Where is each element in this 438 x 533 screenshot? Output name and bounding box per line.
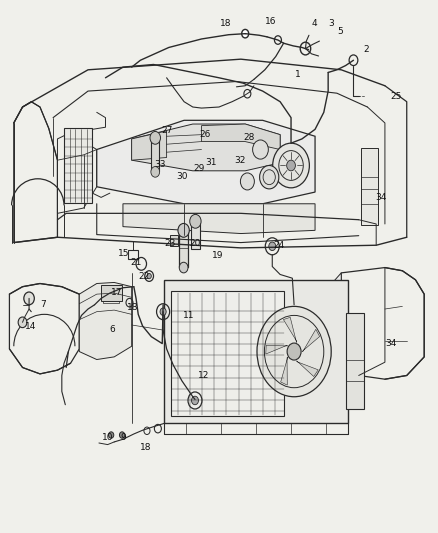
- Text: 22: 22: [138, 272, 149, 280]
- Text: 1: 1: [295, 70, 300, 78]
- Text: 3: 3: [329, 19, 335, 28]
- Bar: [179, 232, 188, 266]
- Text: 33: 33: [154, 160, 166, 169]
- Text: 18: 18: [127, 303, 138, 312]
- Polygon shape: [132, 131, 166, 160]
- Polygon shape: [281, 357, 288, 385]
- Bar: [361, 148, 378, 225]
- Text: 16: 16: [265, 18, 276, 27]
- Text: 34: 34: [386, 339, 397, 348]
- Bar: [151, 139, 159, 171]
- Text: 5: 5: [338, 27, 343, 36]
- Text: 29: 29: [194, 164, 205, 173]
- Text: 14: 14: [25, 321, 36, 330]
- Circle shape: [287, 343, 301, 360]
- Polygon shape: [123, 204, 315, 233]
- Text: 4: 4: [311, 19, 317, 28]
- Circle shape: [257, 306, 331, 397]
- Circle shape: [273, 143, 309, 188]
- Bar: [171, 292, 285, 416]
- Text: 23: 23: [164, 239, 176, 248]
- Circle shape: [147, 273, 151, 279]
- Bar: [64, 128, 92, 203]
- Circle shape: [242, 29, 249, 38]
- Circle shape: [109, 432, 114, 438]
- Circle shape: [190, 214, 201, 228]
- Text: 6: 6: [109, 325, 115, 334]
- Circle shape: [150, 132, 160, 144]
- Bar: [346, 313, 364, 409]
- Text: 34: 34: [375, 193, 386, 202]
- Polygon shape: [302, 329, 320, 352]
- Circle shape: [18, 317, 27, 328]
- Text: 17: 17: [111, 287, 122, 296]
- Circle shape: [269, 242, 276, 251]
- Text: 31: 31: [205, 158, 217, 167]
- Text: 11: 11: [183, 311, 194, 320]
- Circle shape: [191, 396, 198, 405]
- Text: 18: 18: [220, 19, 231, 28]
- Bar: [101, 285, 122, 301]
- Text: 26: 26: [199, 130, 211, 139]
- Text: 2: 2: [364, 45, 369, 54]
- Text: 10: 10: [102, 433, 113, 442]
- Polygon shape: [14, 102, 57, 243]
- Circle shape: [253, 140, 268, 159]
- Polygon shape: [266, 345, 288, 354]
- Circle shape: [24, 292, 34, 305]
- Polygon shape: [57, 135, 97, 213]
- Polygon shape: [10, 284, 79, 374]
- Text: 28: 28: [243, 133, 254, 142]
- Circle shape: [179, 262, 188, 273]
- Bar: [164, 280, 348, 423]
- Text: 12: 12: [198, 371, 209, 380]
- Text: 27: 27: [162, 126, 173, 135]
- Polygon shape: [132, 124, 280, 171]
- Text: 32: 32: [234, 156, 246, 165]
- Text: 7: 7: [41, 300, 46, 309]
- Circle shape: [178, 223, 189, 237]
- Bar: [191, 223, 200, 249]
- Text: 9: 9: [120, 433, 126, 442]
- Text: 25: 25: [390, 92, 402, 101]
- Text: 19: 19: [212, 252, 224, 260]
- Text: 30: 30: [176, 172, 187, 181]
- Polygon shape: [341, 268, 424, 379]
- Text: 20: 20: [189, 239, 201, 248]
- Polygon shape: [297, 361, 318, 376]
- Circle shape: [260, 165, 279, 189]
- Polygon shape: [283, 317, 297, 343]
- Circle shape: [120, 432, 125, 438]
- Circle shape: [160, 308, 166, 316]
- Polygon shape: [79, 282, 132, 360]
- Text: 18: 18: [140, 443, 152, 452]
- Polygon shape: [272, 273, 341, 375]
- Polygon shape: [201, 124, 280, 150]
- Text: 15: 15: [118, 249, 130, 259]
- Circle shape: [240, 173, 254, 190]
- Bar: [128, 250, 138, 259]
- Bar: [170, 235, 178, 246]
- Text: 24: 24: [274, 241, 285, 250]
- Polygon shape: [97, 120, 315, 204]
- Circle shape: [151, 166, 159, 177]
- Text: 21: 21: [131, 258, 142, 266]
- Circle shape: [287, 160, 295, 171]
